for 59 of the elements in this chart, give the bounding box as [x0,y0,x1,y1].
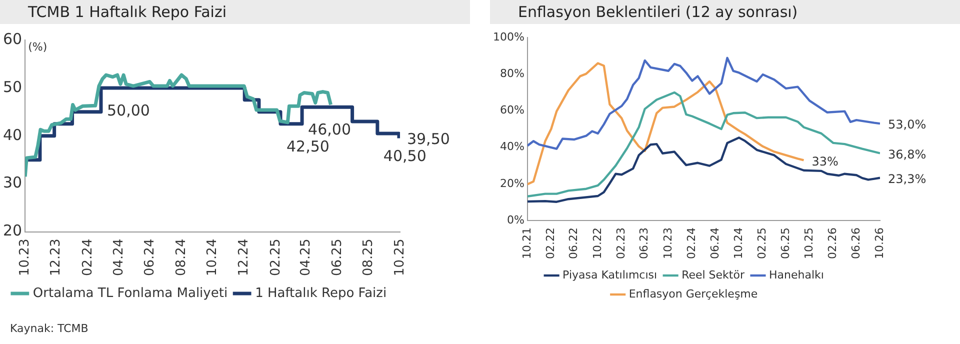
x-tick-label: 08.24 [174,238,189,276]
x-tick-label: 12.23 [48,238,64,276]
x-tick-label: 02.22 [544,228,558,260]
data-label: 46,00 [308,120,351,139]
legend-label: 1 Haftalık Repo Faizi [255,286,387,301]
x-tick-label: 04.24 [111,238,126,276]
data-label: 42,50 [286,137,330,156]
x-tick-label: 06.25 [778,228,792,260]
x-tick-label: 06.25 [330,238,345,276]
y-tick-label: 0% [506,213,524,226]
x-tick-label: 06.26 [849,228,862,260]
y-tick-label: 60% [500,104,524,117]
y-tick-label: 40% [500,140,524,154]
x-tick-label: 06.23 [638,228,651,260]
data-label: 36,8% [888,147,926,162]
x-tick-label: 10.25 [802,228,816,260]
x-tick-label: 08.25 [361,238,376,276]
legend-label: Reel Sektör [682,268,745,282]
x-tick-label: 02.24 [80,238,96,276]
x-tick-label: 06.24 [142,238,158,276]
x-tick-label: 12.24 [236,238,252,276]
data-label: 23,3% [888,172,926,186]
y-tick-label: 50 [2,78,22,96]
x-tick-label: 10.24 [205,238,220,276]
chart-title: Enflasyon Beklentileri (12 ay sonrası) [490,0,960,24]
x-tick-label: 10.22 [590,228,604,260]
x-tick-label: 10.23 [17,238,32,276]
chart-title: TCMB 1 Haftalık Repo Faizi [0,0,470,24]
x-tick-label: 10.25 [392,238,408,276]
x-tick-label: 10.23 [661,228,674,260]
x-tick-label: 06.22 [567,228,580,260]
y-tick-label: 30 [2,174,22,192]
legend-label: Ortalama TL Fonlama Maliyeti [32,286,228,301]
y-tick-label: 20% [500,176,524,190]
y-tick-label: 100% [492,30,524,44]
legend-label: Hanehalkı [768,268,824,282]
x-tick-label: 04.25 [298,238,314,276]
legend-label: Enflasyon Gerçekleşme [628,287,758,300]
legend-label: Piyasa Katılımcısı [562,268,658,282]
data-label: 53,0% [888,118,926,132]
y-tick-label: 20 [2,222,22,240]
x-tick-label: 10.24 [732,228,745,260]
x-tick-label: 06.24 [708,228,722,260]
y-tick-label: 80% [500,67,524,80]
x-tick-label: 02.25 [268,238,284,276]
data-label: 39,50 [406,130,450,148]
x-tick-label: 02.26 [826,228,840,260]
data-label: 40,50 [383,146,426,165]
y-axis-title: (%) [28,40,48,54]
data-label: 50,00 [106,101,150,120]
data-label: 33% [812,154,838,168]
x-tick-label: 02.25 [756,228,769,260]
y-tick-label: 40 [2,126,22,144]
x-tick-label: 02.23 [614,228,628,260]
x-tick-label: 10.26 [872,228,886,260]
x-tick-label: 10.21 [520,228,534,260]
y-tick-label: 60 [2,30,22,48]
x-tick-label: 02.24 [685,228,698,260]
text: Kaynak: TCMB [10,322,88,335]
